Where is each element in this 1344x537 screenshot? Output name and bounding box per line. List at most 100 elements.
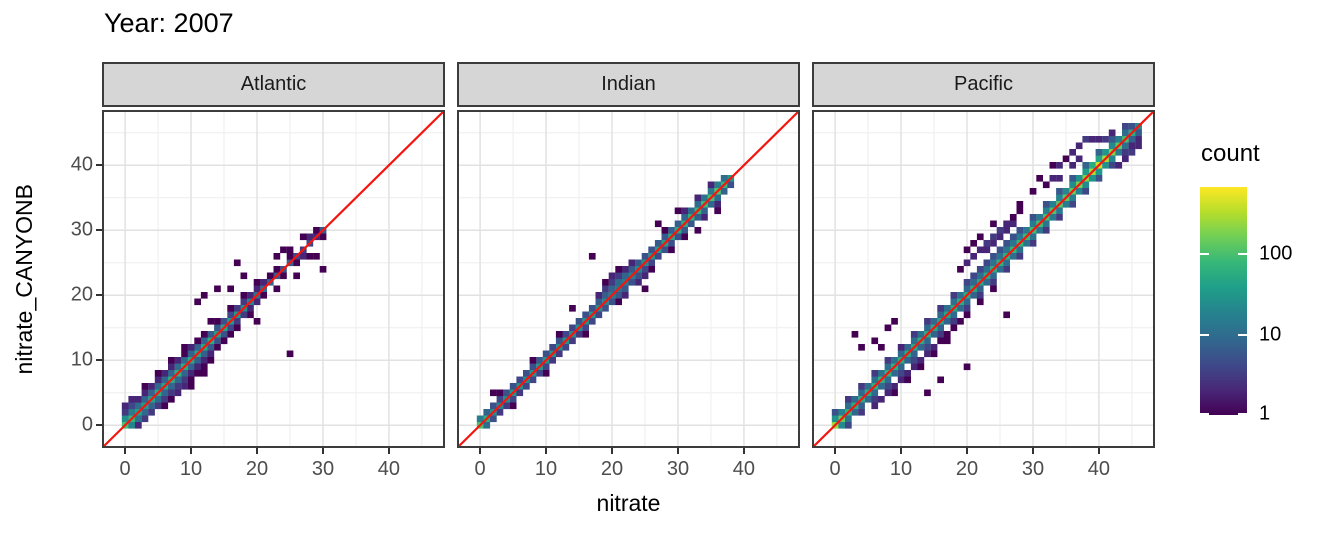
bin bbox=[490, 402, 497, 410]
bin bbox=[871, 370, 879, 377]
bin bbox=[1056, 214, 1063, 221]
bin bbox=[1062, 201, 1070, 208]
bin bbox=[1036, 214, 1043, 221]
bin bbox=[681, 227, 688, 234]
bin bbox=[884, 376, 892, 384]
bin bbox=[1009, 240, 1017, 247]
bin bbox=[260, 279, 267, 286]
bin bbox=[990, 240, 997, 247]
x-tick-mark bbox=[479, 448, 482, 454]
bin bbox=[963, 246, 971, 254]
bin bbox=[128, 402, 136, 410]
bin bbox=[950, 324, 958, 332]
bin bbox=[207, 318, 215, 325]
bin bbox=[174, 383, 182, 390]
bin bbox=[588, 253, 596, 260]
bin bbox=[654, 240, 662, 247]
x-tick-mark bbox=[256, 448, 258, 454]
bin bbox=[496, 409, 504, 416]
bin bbox=[831, 409, 839, 416]
bin bbox=[1082, 168, 1090, 176]
bin bbox=[194, 344, 201, 351]
bin bbox=[128, 409, 136, 416]
bin bbox=[976, 246, 984, 254]
bin bbox=[247, 305, 254, 312]
bin bbox=[227, 331, 234, 338]
bin bbox=[628, 279, 636, 286]
bin bbox=[648, 266, 655, 273]
bin bbox=[720, 188, 728, 195]
bin bbox=[280, 246, 287, 254]
bin bbox=[687, 220, 695, 228]
bin bbox=[1108, 129, 1116, 137]
bin bbox=[963, 311, 971, 319]
bin bbox=[582, 331, 589, 338]
bin bbox=[937, 337, 944, 345]
bin bbox=[858, 389, 865, 397]
bin bbox=[595, 292, 603, 299]
bin bbox=[648, 259, 655, 267]
bin bbox=[838, 409, 846, 416]
bin bbox=[1009, 214, 1017, 221]
legend-tick-mark bbox=[1200, 253, 1209, 256]
bin bbox=[635, 279, 642, 286]
bin bbox=[1049, 201, 1057, 208]
bin bbox=[950, 298, 958, 306]
bin bbox=[904, 344, 911, 351]
bin bbox=[1122, 149, 1129, 156]
bin bbox=[930, 350, 938, 358]
bin bbox=[970, 240, 977, 247]
bin bbox=[181, 376, 188, 384]
bin bbox=[595, 298, 603, 306]
bin bbox=[1042, 220, 1050, 228]
bin bbox=[924, 350, 931, 358]
bin bbox=[910, 331, 918, 338]
bin bbox=[542, 363, 550, 371]
bin bbox=[1003, 311, 1010, 319]
bin bbox=[135, 422, 142, 429]
bin bbox=[878, 344, 885, 351]
bin bbox=[1062, 188, 1070, 195]
bin bbox=[1102, 149, 1109, 156]
bin bbox=[917, 363, 925, 371]
bin bbox=[615, 272, 622, 280]
bin bbox=[135, 415, 142, 423]
bin bbox=[286, 350, 294, 358]
bin bbox=[1082, 162, 1090, 169]
bin bbox=[943, 318, 951, 325]
bin bbox=[963, 285, 971, 293]
x-tick-mark bbox=[190, 448, 193, 454]
bin bbox=[227, 285, 234, 293]
bin bbox=[200, 337, 208, 345]
bin bbox=[950, 311, 958, 319]
bin bbox=[154, 402, 162, 410]
bin bbox=[141, 383, 149, 390]
bin bbox=[727, 181, 735, 189]
bin bbox=[1128, 142, 1136, 150]
bin bbox=[187, 350, 195, 358]
bin bbox=[1122, 129, 1129, 137]
bin bbox=[937, 305, 944, 312]
bin bbox=[1029, 188, 1037, 195]
bin bbox=[168, 370, 175, 377]
panel-border bbox=[457, 110, 800, 448]
bin bbox=[996, 227, 1004, 234]
bin bbox=[661, 233, 669, 241]
bin bbox=[168, 357, 175, 364]
bin bbox=[1009, 220, 1017, 228]
bin bbox=[701, 207, 708, 215]
bin bbox=[990, 272, 997, 280]
bin bbox=[1049, 162, 1057, 169]
bin bbox=[694, 214, 702, 221]
bin bbox=[937, 331, 944, 338]
facet-strip-label: Atlantic bbox=[240, 73, 307, 95]
bin bbox=[214, 285, 221, 293]
bin bbox=[957, 292, 964, 299]
bin bbox=[253, 285, 261, 293]
bin bbox=[641, 272, 649, 280]
bin bbox=[575, 331, 583, 338]
bin bbox=[963, 298, 971, 306]
bin bbox=[555, 350, 563, 358]
legend-tick-mark bbox=[1200, 334, 1209, 337]
bin bbox=[970, 292, 977, 299]
